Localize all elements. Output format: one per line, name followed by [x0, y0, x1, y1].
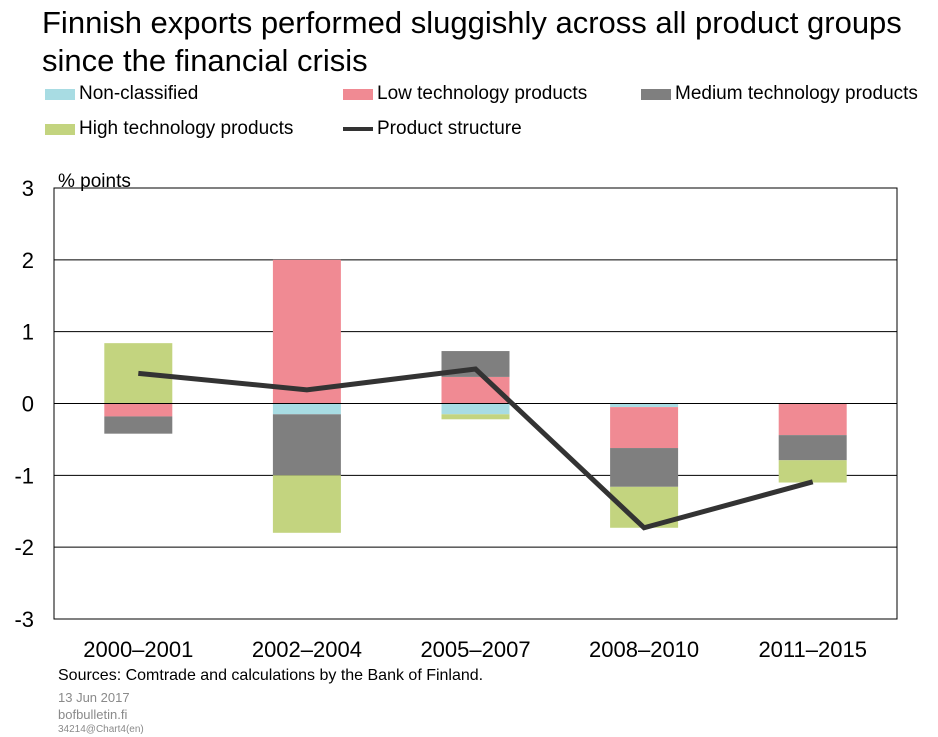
bar-low_tech — [272, 259, 341, 404]
x-tick-label: 2000–2001 — [83, 637, 193, 662]
legend-swatch-non-classified — [45, 89, 75, 100]
sources-note: Sources: Comtrade and calculations by th… — [58, 667, 484, 684]
y-tick-label: 3 — [22, 176, 34, 201]
bar-non_classified — [272, 403, 341, 415]
y-tick-label: 1 — [22, 320, 34, 345]
line-structure — [138, 366, 814, 531]
bar-low_tech — [778, 403, 847, 436]
bar-high_tech — [441, 414, 510, 420]
y-tick-label: 0 — [22, 392, 34, 417]
bar-medium_tech — [104, 416, 173, 434]
legend-swatch-high-tech — [45, 124, 75, 135]
bar-non_classified — [441, 403, 510, 415]
bar-low_tech — [610, 407, 679, 449]
legend-label-high-tech: High technology products — [79, 118, 294, 139]
publication-date: 13 Jun 2017 — [58, 690, 130, 705]
bar-non_classified — [610, 403, 679, 408]
legend-label-low-tech: Low technology products — [377, 83, 588, 104]
x-tick-label: 2011–2015 — [758, 637, 867, 662]
bar-medium_tech — [610, 448, 679, 487]
x-tick-label: 2002–2004 — [252, 637, 362, 662]
y-tick-label: 2 — [22, 248, 34, 273]
y-axis-label: % points — [58, 171, 131, 192]
legend-swatch-medium-tech — [641, 89, 671, 100]
chart-code: 34214@Chart4(en) — [58, 724, 144, 735]
bar-high_tech — [778, 460, 847, 483]
legend-label-non-classified: Non-classified — [79, 83, 199, 104]
x-tick-label: 2008–2010 — [589, 637, 699, 662]
x-tick-label: 2005–2007 — [420, 637, 530, 662]
legend-swatch-low-tech — [343, 89, 373, 100]
bar-high_tech — [272, 475, 341, 533]
y-tick-label: -1 — [14, 463, 34, 488]
legend-label-medium-tech: Medium technology products — [675, 83, 918, 104]
chart-title: Finnish exports performed sluggishly acr… — [42, 5, 902, 78]
bar-low_tech — [104, 403, 173, 417]
site-name: bofbulletin.fi — [58, 707, 128, 722]
y-tick-label: -3 — [14, 607, 34, 632]
bar-medium_tech — [778, 435, 847, 461]
legend-swatch-product-structure — [343, 127, 373, 131]
y-tick-label: -2 — [14, 535, 34, 560]
bar-medium_tech — [272, 414, 341, 476]
legend-label-product-structure: Product structure — [377, 118, 522, 139]
